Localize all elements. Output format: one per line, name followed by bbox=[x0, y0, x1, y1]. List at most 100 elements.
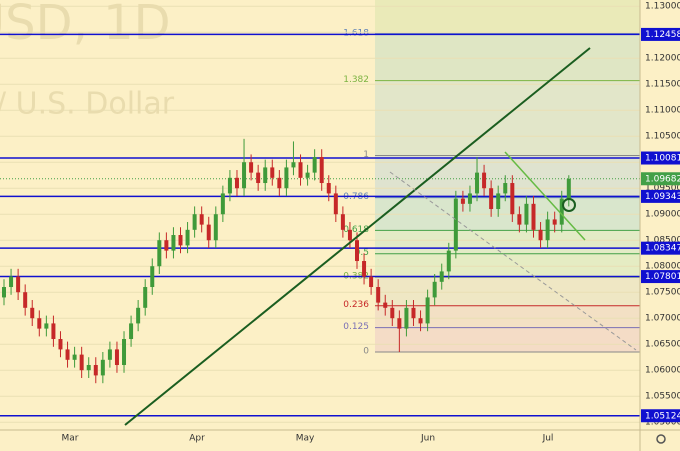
price-tag-label: 1.12458 bbox=[645, 30, 680, 40]
candle-body bbox=[531, 203, 536, 230]
y-tick-label: 1.11000 bbox=[645, 106, 680, 116]
fib-band bbox=[375, 305, 640, 328]
watermark: USD, 1D bbox=[0, 0, 171, 51]
candle-body bbox=[136, 307, 141, 324]
candle-body bbox=[439, 271, 444, 282]
candle-body bbox=[143, 287, 148, 308]
candle-body bbox=[213, 214, 218, 241]
candle-body bbox=[185, 229, 190, 246]
dashed-line bbox=[389, 171, 637, 351]
y-tick-label: 1.10500 bbox=[645, 132, 680, 142]
fib-label: 0 bbox=[363, 347, 369, 357]
candle-body bbox=[340, 214, 345, 230]
x-tick-label: Jul bbox=[542, 434, 554, 444]
candle-body bbox=[298, 162, 303, 178]
candle-body bbox=[432, 281, 437, 298]
candle-body bbox=[510, 183, 515, 215]
candle-body bbox=[30, 307, 35, 319]
fib-band bbox=[375, 327, 640, 353]
candle-body bbox=[157, 240, 162, 267]
candle-body bbox=[192, 214, 197, 230]
candle-body bbox=[376, 287, 381, 303]
price-tag-label: 1.09343 bbox=[645, 192, 680, 202]
candle-body bbox=[489, 188, 494, 210]
candle-body bbox=[37, 318, 42, 329]
fib-band bbox=[375, 33, 640, 81]
candle-body bbox=[256, 172, 261, 184]
price-tag bbox=[641, 189, 680, 203]
candle-body bbox=[199, 214, 204, 225]
candle-body bbox=[72, 354, 77, 360]
y-tick-label: 1.07000 bbox=[645, 314, 680, 324]
y-tick-label: 1.13000 bbox=[645, 2, 680, 12]
candle-body bbox=[23, 292, 28, 308]
candle-body bbox=[93, 365, 98, 376]
y-tick-label: 1.06000 bbox=[645, 366, 680, 376]
y-tick-label: 1.12000 bbox=[645, 54, 680, 64]
fib-band bbox=[375, 277, 640, 306]
candle-body bbox=[2, 287, 6, 298]
price-tag-label: 1.10081 bbox=[645, 154, 680, 164]
fib-band bbox=[375, 0, 640, 34]
fib-label: 0.125 bbox=[343, 322, 369, 332]
candle-body bbox=[411, 307, 416, 319]
price-tag bbox=[641, 270, 680, 284]
candle-body bbox=[234, 177, 239, 189]
candle-body bbox=[552, 219, 557, 225]
candle-body bbox=[453, 198, 458, 251]
candle-body bbox=[460, 198, 465, 204]
candle-body bbox=[242, 162, 247, 189]
candle-body bbox=[475, 172, 480, 194]
candle-body bbox=[482, 172, 487, 189]
x-tick-label: Jun bbox=[420, 434, 435, 444]
candles bbox=[2, 138, 571, 384]
candle-body bbox=[129, 323, 134, 340]
marker-circle bbox=[562, 198, 576, 212]
trend-line bbox=[124, 47, 591, 426]
candle-body bbox=[249, 162, 254, 173]
candle-body bbox=[383, 302, 388, 308]
price-tag bbox=[641, 409, 680, 423]
candle-body bbox=[446, 250, 451, 272]
candle-body bbox=[390, 307, 395, 319]
candle-body bbox=[397, 318, 402, 329]
candle-body bbox=[524, 203, 529, 225]
candle-body bbox=[122, 339, 127, 366]
candle-body bbox=[362, 261, 367, 277]
channel-line bbox=[504, 151, 586, 241]
y-tick-label: 1.08000 bbox=[645, 262, 680, 272]
fib-label: 1 bbox=[363, 150, 369, 160]
candle-body bbox=[566, 178, 571, 199]
candle-body bbox=[284, 167, 289, 189]
fib-label: 1.382 bbox=[343, 75, 369, 85]
candle-body bbox=[291, 162, 296, 168]
fib-label: 0.236 bbox=[343, 300, 369, 310]
candle-body bbox=[164, 240, 169, 251]
price-tag-label: 1.07801 bbox=[645, 272, 680, 282]
y-tick-label: 1.05000 bbox=[645, 418, 680, 428]
candle-body bbox=[9, 276, 14, 288]
watermark-sub: / U.S. Dollar bbox=[0, 87, 175, 122]
fib-band bbox=[375, 80, 640, 156]
candle-body bbox=[277, 177, 282, 189]
candle-body bbox=[270, 167, 275, 178]
candle-body bbox=[178, 235, 183, 246]
candle-body bbox=[86, 365, 91, 371]
y-tick-label: 1.08500 bbox=[645, 236, 680, 246]
fib-label: 0.618 bbox=[343, 225, 369, 235]
y-tick-label: 1.07500 bbox=[645, 288, 680, 298]
candle-body bbox=[333, 193, 338, 215]
candle-body bbox=[16, 276, 21, 293]
candle-body bbox=[65, 349, 70, 360]
settings-icon[interactable] bbox=[656, 434, 666, 444]
fib-label: 0.5 bbox=[355, 248, 369, 258]
candle-body bbox=[559, 198, 564, 225]
axis: 1.130001.125001.120001.115001.110001.105… bbox=[62, 2, 680, 444]
candle-body bbox=[538, 229, 543, 241]
y-tick-label: 1.05500 bbox=[645, 392, 680, 402]
candle-body bbox=[496, 193, 501, 210]
candle-body bbox=[171, 235, 176, 251]
